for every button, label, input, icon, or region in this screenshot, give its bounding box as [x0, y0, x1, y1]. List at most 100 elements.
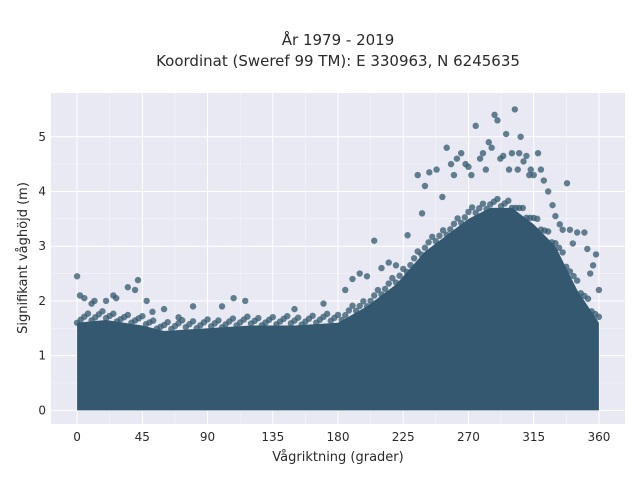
y-tick-label: 0: [38, 403, 46, 417]
data-point: [573, 277, 581, 284]
data-point: [124, 311, 132, 319]
data-point: [356, 270, 363, 277]
data-point: [425, 239, 432, 246]
data-point: [472, 122, 479, 130]
data-point: [566, 268, 574, 275]
data-point: [349, 275, 356, 283]
data-point: [134, 276, 142, 284]
data-point: [102, 297, 110, 305]
data-point: [589, 262, 597, 269]
data-point: [334, 311, 342, 319]
data-point: [323, 310, 331, 318]
data-point: [432, 238, 440, 245]
chart-title-line-2: Koordinat (Sweref 99 TM): E 330963, N 62…: [156, 52, 520, 70]
data-point: [443, 231, 450, 238]
data-point: [450, 171, 458, 179]
data-point: [378, 291, 385, 298]
data-point: [488, 144, 495, 151]
x-tick-label: 270: [457, 430, 480, 444]
data-point: [418, 251, 425, 258]
data-point: [450, 220, 458, 228]
data-point: [566, 226, 574, 233]
data-point: [99, 308, 106, 315]
data-point: [338, 316, 345, 324]
data-point: [454, 215, 461, 222]
data-point: [363, 303, 371, 310]
y-axis-label: Signifikant våghöjd (m): [16, 182, 31, 334]
y-tick-label: 4: [38, 184, 46, 198]
data-point: [403, 268, 411, 276]
data-point: [519, 204, 527, 212]
data-point: [244, 313, 251, 320]
data-point: [215, 317, 222, 324]
data-point: [418, 210, 426, 217]
data-point: [124, 284, 132, 291]
data-point: [592, 251, 600, 258]
data-point: [527, 166, 534, 173]
data-point: [508, 149, 516, 157]
data-point: [229, 315, 237, 322]
data-point: [204, 316, 211, 323]
data-point: [230, 294, 237, 302]
data-point: [113, 294, 120, 302]
data-point: [482, 166, 490, 173]
data-point: [396, 272, 403, 279]
data-point: [73, 273, 81, 280]
x-tick-label: 180: [327, 430, 350, 444]
data-point: [371, 237, 378, 244]
data-point: [421, 182, 429, 190]
data-point: [584, 295, 592, 302]
data-point: [284, 312, 291, 320]
data-point: [149, 308, 156, 316]
data-point: [392, 279, 400, 286]
data-point: [491, 111, 498, 119]
data-point: [494, 117, 501, 124]
data-point-cloud: [77, 207, 599, 411]
data-point: [407, 261, 414, 269]
data-point: [581, 229, 588, 236]
data-point: [436, 232, 443, 239]
data-point: [465, 208, 472, 216]
data-point: [439, 227, 447, 234]
data-point: [352, 307, 360, 315]
data-point: [534, 215, 541, 223]
data-point: [523, 152, 530, 160]
data-point: [500, 152, 507, 160]
data-point: [555, 244, 563, 252]
data-point: [91, 297, 98, 305]
data-point: [563, 180, 571, 187]
data-point: [544, 228, 552, 235]
y-tick-labels: 0 1 2 3 4 5: [38, 130, 46, 418]
data-point: [447, 226, 454, 233]
data-point: [374, 286, 382, 294]
data-point: [502, 130, 510, 138]
data-point: [320, 300, 327, 307]
data-point: [556, 221, 563, 228]
data-point: [385, 280, 392, 287]
data-point: [465, 163, 472, 171]
data-point: [410, 255, 418, 262]
data-point: [587, 270, 594, 277]
data-point: [537, 166, 545, 173]
data-point: [367, 297, 374, 305]
y-tick-label: 2: [38, 294, 46, 308]
data-point: [570, 272, 577, 280]
data-point: [458, 149, 465, 157]
data-point: [363, 273, 371, 280]
data-point: [511, 106, 519, 113]
data-point: [131, 286, 139, 294]
data-point: [160, 305, 168, 313]
data-point: [371, 292, 378, 299]
data-point: [349, 302, 356, 309]
data-point: [392, 262, 400, 269]
data-point: [505, 197, 512, 204]
data-point: [595, 313, 603, 321]
data-point: [468, 204, 476, 211]
data-point: [342, 286, 349, 294]
data-point: [255, 314, 262, 322]
data-point: [472, 209, 479, 216]
data-point: [421, 244, 429, 251]
x-tick-label: 360: [587, 430, 610, 444]
data-point: [483, 205, 490, 213]
data-point: [549, 201, 556, 209]
